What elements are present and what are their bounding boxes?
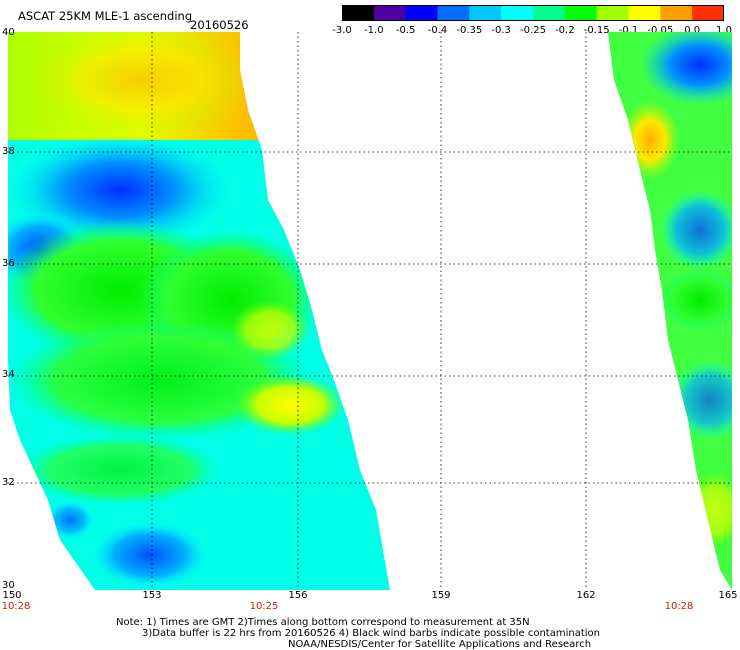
scatterometer-map — [8, 32, 732, 590]
color-scale-label: -0.4 — [427, 25, 448, 36]
color-scale-label: -0.35 — [456, 25, 483, 36]
footer-note-line3: NOAA/NESDIS/Center for Satellite Applica… — [288, 639, 592, 650]
color-scale-swatch — [469, 5, 502, 21]
color-scale-swatch — [596, 5, 629, 21]
footer-note-line2: 3)Data buffer is 22 hrs from 20160526 4)… — [142, 628, 600, 639]
color-scale-label: -3.0 — [332, 25, 352, 36]
color-scale-swatch — [533, 5, 566, 21]
color-scale-bar — [342, 5, 724, 21]
color-scale-border — [342, 5, 724, 21]
lat-label-36: 36 — [2, 258, 15, 269]
lat-label-38: 38 — [2, 146, 15, 157]
color-scale-label: -0.25 — [520, 25, 546, 36]
color-scale-label: -0.15 — [583, 25, 610, 36]
color-scale-swatch — [373, 5, 407, 21]
color-scale-label: -0.3 — [491, 25, 511, 36]
color-scale-label: -0.2 — [555, 25, 575, 36]
footer-note-line1: Note: 1) Times are GMT 2)Times along bot… — [116, 617, 530, 628]
lon-label-150: 150 — [2, 590, 22, 601]
lon-label-153: 153 — [142, 590, 162, 601]
lat-label-30: 30 — [2, 580, 15, 591]
lat-label-32: 32 — [2, 477, 15, 488]
color-scale-swatch — [692, 5, 724, 21]
color-scale-swatch — [660, 5, 693, 21]
color-scale-label: -0.5 — [395, 25, 416, 36]
color-scale-swatch — [405, 5, 438, 21]
product-date: 20160526 — [190, 18, 249, 32]
color-scale-label: 0.0 — [684, 25, 701, 36]
lon-label-162: 162 — [576, 590, 596, 601]
lon-label-156: 156 — [288, 590, 308, 601]
color-scale-swatch — [501, 5, 534, 21]
time-label-right: 10:28 — [664, 601, 694, 612]
product-title: ASCAT 25KM MLE-1 ascending — [18, 9, 193, 23]
right-swath — [608, 32, 732, 590]
color-scale-swatch — [564, 5, 598, 21]
lat-label-40: 40 — [2, 27, 15, 38]
left-swath — [8, 32, 390, 590]
color-scale-label: -0.1 — [618, 25, 639, 36]
color-scale-label: -0.05 — [647, 25, 674, 36]
time-label-left: 10:28 — [1, 601, 31, 612]
color-scale-label: -1.0 — [364, 25, 384, 36]
color-scale-label: 1.0 — [716, 25, 732, 36]
color-scale-swatch — [342, 5, 375, 21]
lon-label-159: 159 — [431, 590, 451, 601]
map-grid — [8, 32, 732, 590]
color-scale-swatch — [628, 5, 661, 21]
color-scale-swatch — [437, 5, 470, 21]
lat-label-34: 34 — [2, 369, 15, 380]
time-label-center: 10:25 — [249, 601, 279, 612]
lon-label-165: 165 — [718, 590, 738, 601]
